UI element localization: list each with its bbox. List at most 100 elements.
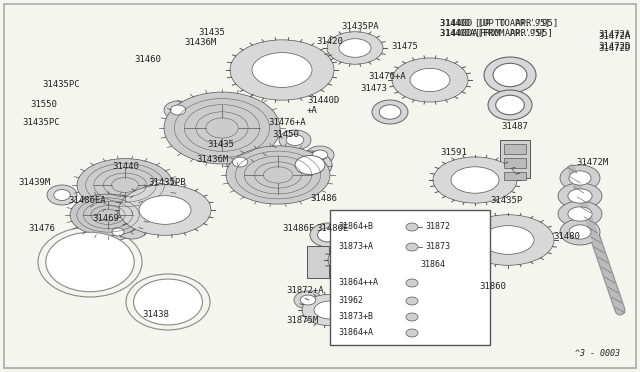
Text: 31873+B: 31873+B	[338, 312, 373, 321]
Ellipse shape	[482, 226, 534, 254]
Text: 31476+A: 31476+A	[368, 72, 406, 81]
Text: 31860: 31860	[479, 282, 506, 291]
Ellipse shape	[392, 58, 468, 102]
Ellipse shape	[410, 68, 450, 92]
Text: 31962: 31962	[338, 296, 363, 305]
Ellipse shape	[170, 105, 186, 115]
Ellipse shape	[46, 232, 134, 292]
Ellipse shape	[119, 185, 211, 235]
Text: 31435PA: 31435PA	[341, 22, 379, 31]
Ellipse shape	[286, 135, 304, 145]
Text: 31486E: 31486E	[316, 224, 348, 233]
Text: 31440D: 31440D	[307, 96, 339, 105]
Text: 31472A: 31472A	[598, 32, 630, 41]
Ellipse shape	[54, 189, 70, 201]
Text: 31435: 31435	[207, 140, 234, 149]
Ellipse shape	[406, 313, 418, 321]
Text: 31864: 31864	[420, 260, 445, 269]
Ellipse shape	[106, 224, 130, 240]
Ellipse shape	[558, 183, 602, 209]
Text: 31473: 31473	[360, 84, 387, 93]
Ellipse shape	[252, 52, 312, 87]
Text: 31438: 31438	[142, 310, 169, 319]
Text: 31486: 31486	[310, 194, 337, 203]
Ellipse shape	[226, 153, 254, 171]
Text: 31440DA[FROM APR.'95]: 31440DA[FROM APR.'95]	[440, 28, 545, 37]
Text: 31480: 31480	[553, 232, 580, 241]
Text: 31475: 31475	[391, 42, 418, 51]
Ellipse shape	[139, 196, 191, 224]
Ellipse shape	[339, 39, 371, 57]
Text: 31472D: 31472D	[598, 44, 630, 53]
Ellipse shape	[406, 223, 418, 231]
Text: 31873: 31873	[425, 242, 450, 251]
Text: 31435PC: 31435PC	[22, 118, 60, 127]
Ellipse shape	[451, 167, 499, 193]
Text: 31864++A: 31864++A	[338, 278, 378, 287]
Ellipse shape	[77, 158, 173, 211]
Bar	[504, 172, 526, 180]
Text: 31476+A: 31476+A	[268, 118, 306, 127]
Ellipse shape	[569, 225, 591, 239]
Ellipse shape	[406, 329, 418, 337]
Ellipse shape	[568, 207, 592, 221]
Text: 31873+A: 31873+A	[338, 242, 373, 251]
Ellipse shape	[488, 90, 532, 120]
Text: 31439M: 31439M	[18, 178, 51, 187]
Text: 31460: 31460	[134, 55, 161, 64]
Ellipse shape	[317, 228, 339, 242]
Bar	[504, 144, 526, 154]
Text: 31435PB: 31435PB	[148, 178, 186, 187]
Ellipse shape	[372, 100, 408, 124]
Text: +A: +A	[307, 106, 317, 115]
Ellipse shape	[134, 279, 202, 325]
Ellipse shape	[406, 297, 418, 305]
Text: 31440DA[FROM APR.'95]: 31440DA[FROM APR.'95]	[440, 28, 553, 37]
Bar	[307, 246, 329, 278]
Text: 31872+A: 31872+A	[286, 286, 324, 295]
Text: ^3 - 0003: ^3 - 0003	[575, 349, 620, 358]
Ellipse shape	[462, 215, 554, 265]
Ellipse shape	[226, 146, 330, 204]
Text: 31436M: 31436M	[184, 38, 216, 47]
Text: 31440D [UP TO APR.'95]: 31440D [UP TO APR.'95]	[440, 18, 550, 27]
Ellipse shape	[144, 175, 176, 195]
Ellipse shape	[484, 57, 536, 93]
Text: 31469: 31469	[92, 214, 119, 223]
Ellipse shape	[70, 194, 146, 236]
Text: 31476: 31476	[28, 224, 55, 233]
Text: 31420: 31420	[316, 37, 343, 46]
Ellipse shape	[327, 32, 383, 64]
Text: 31450: 31450	[272, 130, 299, 139]
Ellipse shape	[164, 92, 280, 164]
Ellipse shape	[295, 155, 325, 174]
Ellipse shape	[342, 250, 378, 270]
Ellipse shape	[560, 165, 600, 191]
Text: 31472M: 31472M	[576, 158, 608, 167]
Ellipse shape	[379, 105, 401, 119]
Ellipse shape	[47, 185, 77, 205]
Ellipse shape	[288, 151, 332, 179]
Ellipse shape	[496, 95, 524, 115]
Text: 31875M: 31875M	[286, 316, 318, 325]
Ellipse shape	[302, 294, 358, 326]
Ellipse shape	[493, 63, 527, 87]
Ellipse shape	[314, 301, 346, 319]
Ellipse shape	[328, 243, 392, 278]
Ellipse shape	[116, 217, 148, 239]
Text: 31591: 31591	[440, 148, 467, 157]
Text: 31487: 31487	[501, 122, 528, 131]
Text: 31872: 31872	[425, 222, 450, 231]
Ellipse shape	[568, 189, 592, 203]
Text: 31436M: 31436M	[196, 155, 228, 164]
Ellipse shape	[406, 279, 418, 287]
Bar	[504, 158, 526, 168]
Ellipse shape	[152, 180, 168, 190]
Text: 31435P: 31435P	[490, 196, 522, 205]
Text: 31486EA: 31486EA	[68, 196, 106, 205]
Text: 31472D: 31472D	[598, 42, 630, 51]
Text: 31435PC: 31435PC	[42, 80, 79, 89]
FancyBboxPatch shape	[330, 210, 490, 345]
Bar	[500, 140, 530, 178]
Text: 31440: 31440	[112, 162, 139, 171]
